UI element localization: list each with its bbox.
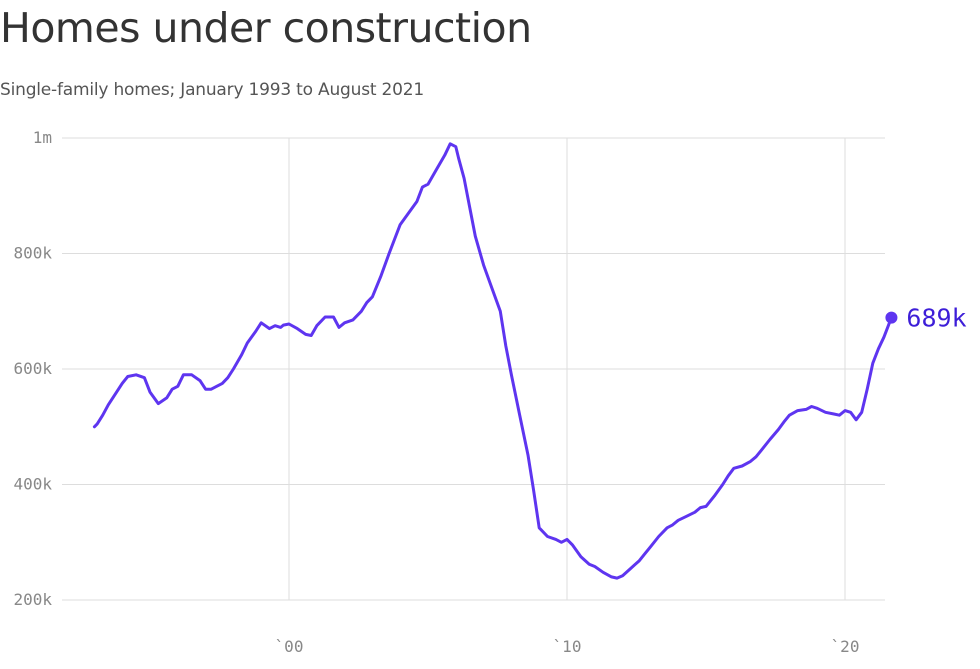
chart-subtitle: Single-family homes; January 1993 to Aug…: [0, 80, 424, 100]
end-point-marker: [885, 311, 898, 324]
chart-title: Homes under construction: [0, 4, 532, 52]
y-tick-label: 200k: [13, 590, 52, 609]
x-tick-label: `10: [553, 637, 582, 656]
y-tick-label: 400k: [13, 475, 52, 494]
y-tick-label: 600k: [13, 359, 52, 378]
y-tick-label: 800k: [13, 244, 52, 263]
series-line: [92, 142, 893, 580]
end-value-label: 689k: [906, 304, 966, 333]
x-tick-label: `00: [275, 637, 304, 656]
y-tick-label: 1m: [33, 128, 52, 147]
x-tick-label: `20: [831, 637, 860, 656]
